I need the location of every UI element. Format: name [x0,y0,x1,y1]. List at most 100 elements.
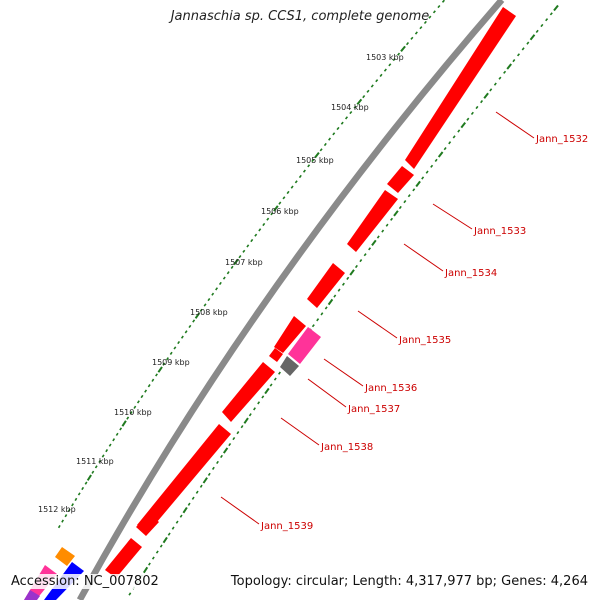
tick-mark [112,438,116,442]
tick-mark [278,201,282,205]
tick-mark [207,472,211,476]
genome-title: Jannaschia sp. CCS1, complete genome [170,9,430,24]
gene-jann-1541[interactable] [105,538,142,578]
gene-jann-1535[interactable] [307,263,345,308]
tick-mark [441,0,445,3]
tick-mark [356,98,363,106]
gene-label[interactable]: Jann_1536 [364,383,417,394]
tick-mark [457,129,461,133]
tick-mark [327,298,334,306]
tick-mark [363,253,367,257]
gene-jann-1540[interactable] [136,514,159,536]
tick-mark [535,29,539,34]
tick-mark [184,330,188,334]
tick-mark [311,158,315,163]
gene-jann-1536b[interactable] [269,348,283,362]
tick-mark [187,502,191,506]
tick-mark [323,142,327,147]
tick-mark [371,239,377,246]
gene-jann-1533[interactable] [387,166,414,193]
gene-jann-1536a[interactable] [274,316,306,353]
gene-jann-1539[interactable] [137,424,231,535]
tick-mark [222,276,226,280]
tick-mark [540,23,544,28]
gene-label-leaders [220,111,535,525]
leader-line [307,378,347,408]
tick-mark [115,432,119,436]
tick-mark [248,413,252,417]
tick-mark [199,484,203,488]
tick-mark [466,117,470,121]
tick-mark [243,417,249,424]
tick-mark [151,378,155,382]
tick-mark [353,105,357,109]
tick-mark [218,281,222,286]
gene-label[interactable]: Jann_1538 [320,442,373,453]
gene-label[interactable]: Jann_1532 [535,134,588,145]
gene-jann-1537[interactable] [280,356,299,376]
gene-jann-1532[interactable] [405,7,516,169]
tick-mark [428,15,432,19]
kbp-label: 1507 kbp [225,258,263,267]
tick-mark [273,377,277,381]
tick-mark [211,466,215,470]
tick-mark [230,265,234,269]
gene-jann-1538[interactable] [222,362,275,422]
tick-mark [77,492,81,496]
gene-label[interactable]: Jann_1535 [398,335,451,346]
gene-purple[interactable] [24,590,40,600]
tick-mark [195,490,199,494]
tick-mark [470,111,474,116]
tick-mark [81,486,85,491]
genome-backbone-inner [83,1,506,600]
tick-mark [385,223,389,227]
tick-mark [242,249,246,253]
kbp-label: 1509 kbp [152,358,190,367]
tick-mark [273,205,279,212]
tick-mark [167,532,171,536]
tick-mark [545,18,549,22]
tick-mark [493,82,497,86]
tick-mark [202,477,208,484]
tick-mark [215,287,219,291]
kbp-label: 1508 kbp [190,308,228,317]
tick-mark [432,10,436,14]
tick-mark [270,212,274,216]
tick-mark [381,229,385,233]
tick-mark [171,526,175,530]
tick-mark [498,76,502,80]
gene-label[interactable]: Jann_1534 [444,268,497,279]
gene-jann-1536[interactable] [288,327,321,364]
tick-mark [319,148,323,152]
tick-mark [298,174,302,179]
tick-mark [311,324,315,328]
tick-mark [290,185,294,189]
tick-mark [483,92,489,99]
tick-mark [437,151,444,158]
tick-mark [57,524,61,529]
tick-mark [480,100,484,104]
tick-mark [430,164,434,168]
tick-mark [179,514,183,518]
tick-mark [216,460,219,465]
tick-mark [320,312,324,316]
gene-jann-1534[interactable] [347,190,398,252]
tick-mark [368,247,372,251]
tick-mark [162,536,168,544]
kbp-label: 1510 kbp [114,408,152,417]
tick-mark [151,556,155,560]
gene-label[interactable]: Jann_1539 [260,521,313,532]
tick-mark [346,276,350,280]
kbp-labels: 1503 kbp 1504 kbp 1505 kbp 1506 kbp 1507… [38,53,404,514]
gene-label[interactable]: Jann_1537 [347,404,400,415]
gene-orange[interactable] [55,547,75,566]
tick-mark [61,519,64,523]
kbp-label: 1511 kbp [76,457,114,466]
kbp-label: 1504 kbp [331,103,369,112]
tick-mark [400,45,406,52]
gene-label[interactable]: Jann_1533 [473,226,526,237]
tick-mark [148,562,151,566]
tick-mark [412,188,416,192]
genome-backbone-outer [76,0,505,600]
tick-mark [403,200,407,204]
